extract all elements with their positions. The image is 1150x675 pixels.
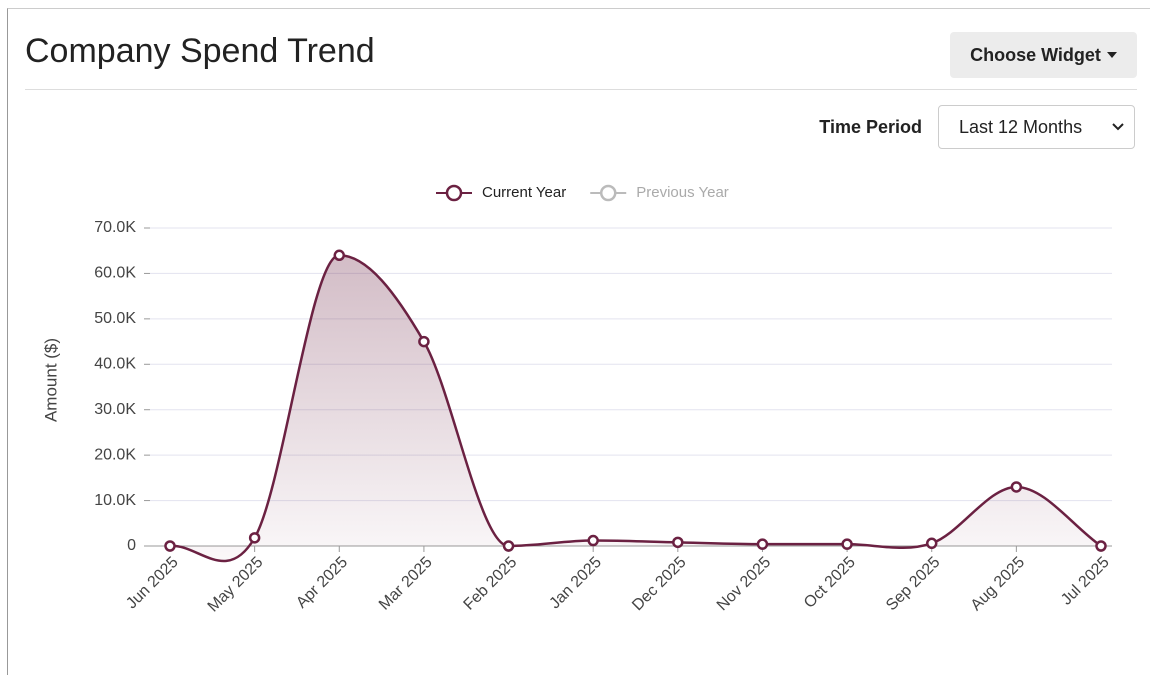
x-tick-label: Jun 2025 bbox=[123, 554, 182, 613]
divider bbox=[25, 89, 1137, 90]
choose-widget-button[interactable]: Choose Widget bbox=[950, 32, 1137, 78]
data-point bbox=[502, 540, 515, 552]
x-tick-label: Mar 2025 bbox=[376, 554, 436, 614]
data-point bbox=[164, 540, 176, 552]
x-tick-label: Dec 2025 bbox=[629, 554, 690, 615]
legend-marker bbox=[445, 184, 463, 202]
data-point bbox=[841, 538, 853, 550]
data-point bbox=[587, 534, 599, 547]
data-point bbox=[248, 532, 261, 544]
x-tick-label: Feb 2025 bbox=[461, 554, 521, 614]
y-tick-label: 10.0K bbox=[94, 492, 136, 509]
y-tick-label: 0 bbox=[127, 537, 136, 554]
button-label: Choose Widget bbox=[970, 44, 1101, 65]
x-tick-label: Jan 2025 bbox=[546, 554, 605, 613]
x-tick-label: Aug 2025 bbox=[968, 554, 1029, 615]
data-point bbox=[1010, 481, 1023, 493]
data-point bbox=[672, 536, 684, 549]
x-tick-label: Oct 2025 bbox=[801, 554, 859, 612]
y-tick-label: 40.0K bbox=[94, 356, 136, 373]
x-tick-label: Apr 2025 bbox=[293, 554, 351, 612]
widget-title: Company Spend Trend bbox=[25, 32, 375, 70]
caret bbox=[1106, 52, 1117, 58]
legend-label: Previous Year bbox=[636, 184, 729, 201]
data-point bbox=[333, 249, 346, 262]
legend-marker bbox=[599, 184, 617, 202]
x-tick-label: Nov 2025 bbox=[714, 554, 775, 615]
data-point bbox=[418, 335, 430, 348]
data-point bbox=[756, 538, 769, 550]
y-tick-label: 60.0K bbox=[94, 265, 136, 282]
time-period-select[interactable]: Last 12 Months bbox=[938, 105, 1135, 149]
y-axis-label: Amount ($) bbox=[41, 338, 60, 422]
data-point bbox=[925, 537, 938, 550]
x-tick-label: May 2025 bbox=[205, 554, 267, 616]
area bbox=[170, 255, 1101, 561]
y-tick-label: 50.0K bbox=[94, 310, 136, 327]
y-tick-label: 70.0K bbox=[94, 219, 136, 236]
legend-label: Current Year bbox=[482, 184, 566, 201]
y-tick-label: 30.0K bbox=[94, 401, 136, 418]
x-tick-label: Sep 2025 bbox=[883, 554, 944, 615]
frame bbox=[7, 8, 1150, 675]
y-tick-label: 20.0K bbox=[94, 446, 136, 463]
data-point bbox=[1095, 540, 1107, 552]
time-period-label: Time Period bbox=[819, 117, 922, 137]
chevron bbox=[1112, 123, 1124, 131]
select-value: Last 12 Months bbox=[959, 116, 1083, 137]
x-tick-label: Jul 2025 bbox=[1058, 554, 1113, 609]
